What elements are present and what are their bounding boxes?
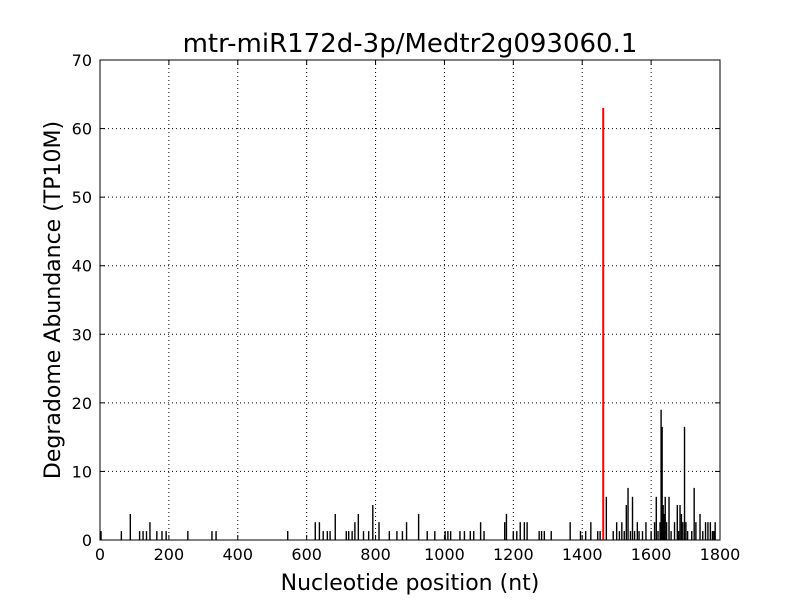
x-tick-label: 1400 — [562, 545, 603, 564]
y-tick-label: 50 — [72, 188, 92, 207]
tick-labels: 0 200 400 600 800 1000 1200 1400 1600 1800 0 10 20 30… — [72, 51, 741, 564]
y-axis-label: Degradome Abundance (TP10M) — [41, 121, 66, 479]
x-tick-label: 400 — [223, 545, 254, 564]
x-tick-label: 1800 — [700, 545, 741, 564]
y-tick-label: 70 — [72, 51, 92, 70]
y-tick-label: 40 — [72, 257, 92, 276]
plot-area — [100, 60, 720, 540]
y-tick-label: 60 — [72, 120, 92, 139]
chart-title: mtr-miR172d-3p/Medtr2g093060.1 — [183, 29, 638, 59]
y-tick-label: 30 — [72, 325, 92, 344]
x-tick-label: 1200 — [493, 545, 534, 564]
plot-frame — [99, 59, 721, 541]
y-tick-label: 0 — [82, 531, 92, 550]
x-tick-label: 1000 — [424, 545, 465, 564]
x-tick-label: 200 — [154, 545, 185, 564]
y-tick-label: 20 — [72, 394, 92, 413]
bars — [100, 108, 716, 540]
x-tick-label: 1600 — [631, 545, 672, 564]
x-axis-label: Nucleotide position (nt) — [281, 571, 540, 596]
x-tick-label: 800 — [360, 545, 391, 564]
y-tick-label: 10 — [72, 462, 92, 481]
x-tick-label: 600 — [291, 545, 322, 564]
x-tick-label: 0 — [95, 545, 105, 564]
